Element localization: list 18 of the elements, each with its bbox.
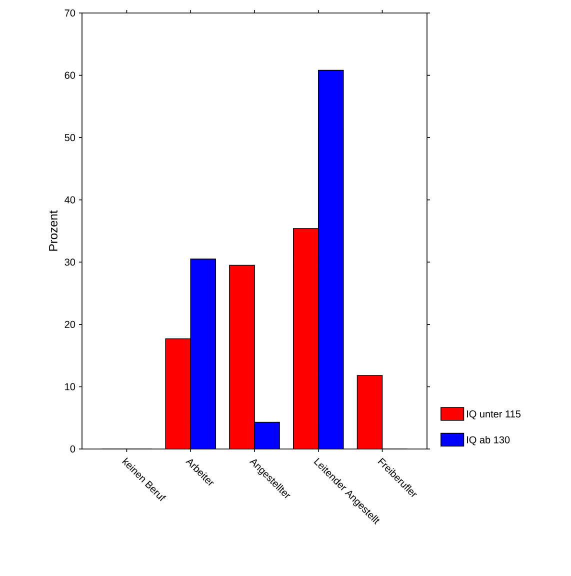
y-axis-title: Prozent xyxy=(49,210,58,251)
bar xyxy=(190,259,216,449)
legend-label: IQ ab 130 xyxy=(467,436,510,446)
bar xyxy=(166,338,191,449)
bar xyxy=(254,422,280,449)
bar xyxy=(230,265,254,449)
bar xyxy=(293,228,318,449)
y-tick-label: 60 xyxy=(64,72,76,79)
bar xyxy=(318,70,344,449)
legend-label: IQ unter 115 xyxy=(467,410,521,420)
y-tick-label: 70 xyxy=(64,9,76,17)
bar xyxy=(356,375,383,449)
y-tick-label: 30 xyxy=(64,258,76,266)
y-tick-label: 10 xyxy=(65,383,76,390)
y-tick-label: 20 xyxy=(64,320,76,328)
y-tick-label: 0 xyxy=(70,445,76,453)
y-tick-label: 50 xyxy=(64,134,76,142)
y-tick-label: 40 xyxy=(64,196,76,204)
